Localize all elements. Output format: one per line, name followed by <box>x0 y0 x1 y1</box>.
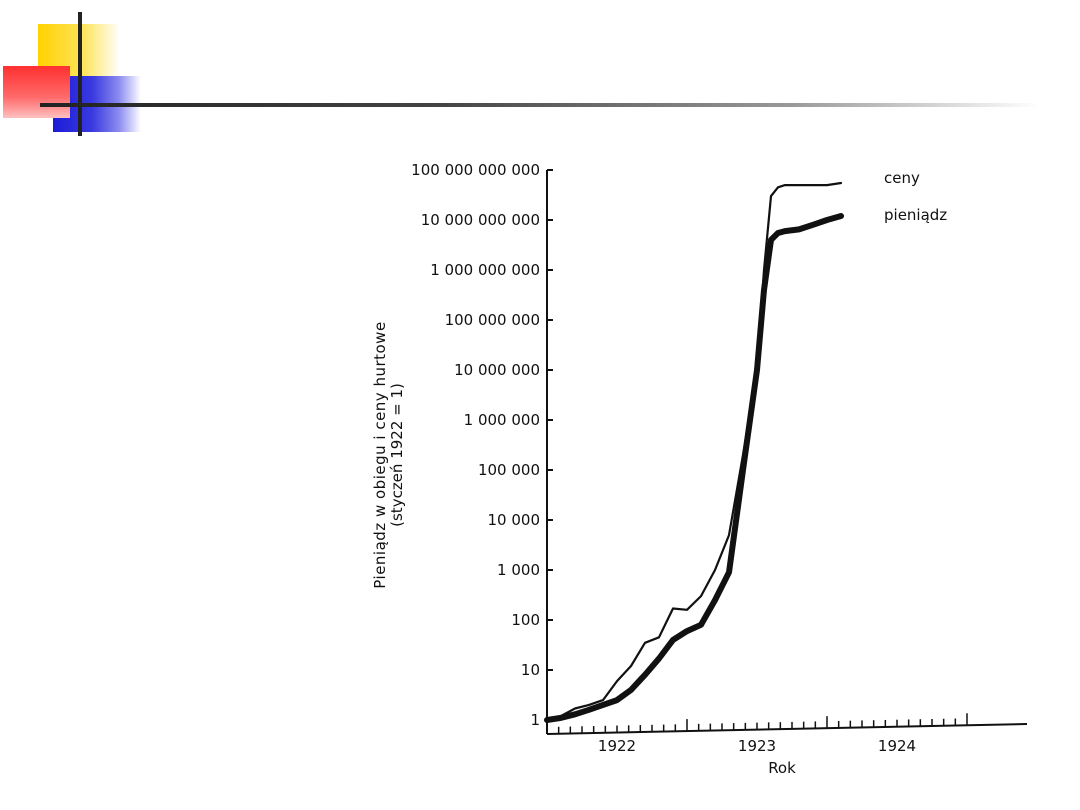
y-tick-label: 10 000 000 000 <box>421 211 540 229</box>
x-axis-line <box>546 723 1028 735</box>
series-line-pieniadz <box>544 213 844 723</box>
y-tick-label: 100 000 <box>478 461 540 479</box>
x-axis-label: Rok <box>768 759 796 777</box>
x-tick-label: 1924 <box>878 737 916 755</box>
red-square-decoration <box>3 66 70 118</box>
y-tick-label: 1 <box>530 711 540 729</box>
x-tick-label: 1923 <box>738 737 776 755</box>
y-tick-label: 1 000 000 000 <box>430 261 540 279</box>
y-tick-label: 10 000 000 <box>454 361 540 379</box>
x-tick-label: 1922 <box>598 737 636 755</box>
y-tick-label: 100 000 000 000 <box>411 161 540 179</box>
y-tick-label: 10 <box>521 661 540 679</box>
y-axis-ticks: 1 10 100 1 000 10 000 100 000 1 000 000 10 000 … <box>411 161 553 729</box>
y-axis-label-line1: Pieniądz w obiegu i ceny hurtowe <box>371 321 389 588</box>
y-tick-label: 100 <box>511 611 540 629</box>
y-tick-label: 10 000 <box>488 511 541 529</box>
vertical-rule-decoration <box>78 12 82 136</box>
chart-series <box>544 181 844 723</box>
series-line-ceny <box>545 181 843 722</box>
legend-label: ceny <box>884 169 920 187</box>
chart-axes <box>546 170 1028 735</box>
y-tick-label: 100 000 000 <box>445 311 540 329</box>
horizontal-rule-decoration <box>40 103 1040 107</box>
y-tick-label: 1 000 000 <box>464 411 540 429</box>
legend-label: pieniądz <box>884 206 947 224</box>
x-axis-ticks: 1922 1923 1924 <box>557 713 968 755</box>
y-axis-label-line2: (styczeń 1922 = 1) <box>388 383 406 527</box>
y-axis-label: Pieniądz w obiegu i ceny hurtowe (stycze… <box>371 321 406 588</box>
y-tick-label: 1 000 <box>497 561 540 579</box>
chart-legend: ceny pieniądz <box>884 169 947 224</box>
